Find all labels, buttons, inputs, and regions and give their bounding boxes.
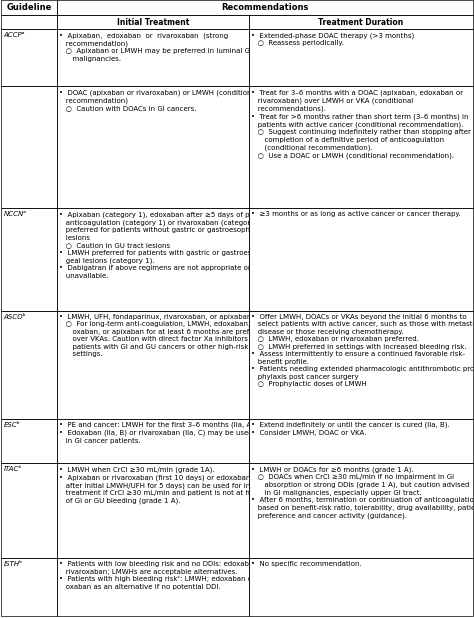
Bar xyxy=(57,464,249,558)
Text: Guideline: Guideline xyxy=(6,3,52,12)
Bar xyxy=(57,558,249,616)
Text: •  Patients with low bleeding risk and no DDIs: edoxaban or
   rivaroxaban; LMWH: • Patients with low bleeding risk and no… xyxy=(60,561,276,590)
Text: •  Extend indefinitely or until the cancer is cured (IIa, B).
•  Consider LMWH, : • Extend indefinitely or until the cance… xyxy=(252,421,450,436)
Text: ITACᵇ: ITACᵇ xyxy=(3,467,22,472)
Bar xyxy=(1,418,57,464)
Text: ACCPᵃ: ACCPᵃ xyxy=(3,32,25,38)
Text: ESCᵇ: ESCᵇ xyxy=(3,421,20,428)
Bar xyxy=(249,464,473,558)
Text: •  No specific recommendation.: • No specific recommendation. xyxy=(252,561,362,567)
Bar xyxy=(249,30,473,86)
Bar xyxy=(1,464,57,558)
Text: •  ≥3 months or as long as active cancer or cancer therapy.: • ≥3 months or as long as active cancer … xyxy=(252,211,461,218)
Text: •  LMWH, UFH, fondaparinux, rivaroxaban, or apixaban
   ○  For long-term anti-co: • LMWH, UFH, fondaparinux, rivaroxaban, … xyxy=(60,314,271,357)
Bar xyxy=(1,558,57,616)
Bar xyxy=(1,15,57,30)
Bar xyxy=(57,208,249,311)
Bar xyxy=(1,0,57,15)
Text: •  PE and cancer: LMWH for the first 3–6 months (IIa, A).
•  Edoxaban (IIa, B) o: • PE and cancer: LMWH for the first 3–6 … xyxy=(60,421,279,444)
Bar xyxy=(1,30,57,86)
Bar xyxy=(249,418,473,464)
Bar xyxy=(57,0,473,15)
Text: •  Treat for 3–6 months with a DOAC (apixaban, edoxaban or
   rivaroxaban) over : • Treat for 3–6 months with a DOAC (apix… xyxy=(252,89,471,159)
Text: •  Apixaban (category 1), edoxaban after ≥5 days of parenteral
   anticoagulatio: • Apixaban (category 1), edoxaban after … xyxy=(60,211,282,279)
Text: •  LMWH or DOACs for ≥6 months (grade 1 A).
   ○  DOACs when CrCl ≥30 mL/min if : • LMWH or DOACs for ≥6 months (grade 1 A… xyxy=(252,467,474,519)
Text: Recommendations: Recommendations xyxy=(221,3,309,12)
Bar xyxy=(249,86,473,208)
Text: •  DOAC (apixaban or rivaroxaban) or LMWH (conditional
   recommendation)
   ○  : • DOAC (apixaban or rivaroxaban) or LMWH… xyxy=(60,89,258,111)
Bar xyxy=(1,208,57,311)
Text: Initial Treatment: Initial Treatment xyxy=(117,18,189,27)
Text: NCCNᵃ: NCCNᵃ xyxy=(3,211,27,218)
Bar xyxy=(1,86,57,208)
Text: Treatment Duration: Treatment Duration xyxy=(319,18,404,27)
Text: ISTHᵇ: ISTHᵇ xyxy=(3,561,23,567)
Bar xyxy=(249,558,473,616)
Bar xyxy=(57,311,249,418)
Bar xyxy=(249,208,473,311)
Text: ASCOᵇ: ASCOᵇ xyxy=(3,314,26,320)
Bar xyxy=(57,86,249,208)
Text: •  Apixaban,  edoxaban  or  rivaroxaban  (strong
   recommendation)
   ○  Apixab: • Apixaban, edoxaban or rivaroxaban (str… xyxy=(60,32,253,62)
Text: •  LMWH when CrCl ≥30 mL/min (grade 1A).
•  Apixaban or rivaroxaban (first 10 da: • LMWH when CrCl ≥30 mL/min (grade 1A). … xyxy=(60,467,281,504)
Text: •  Offer LMWH, DOACs or VKAs beyond the initial 6 months to
   select patients w: • Offer LMWH, DOACs or VKAs beyond the i… xyxy=(252,314,474,387)
Bar xyxy=(249,15,473,30)
Bar xyxy=(57,15,249,30)
Bar xyxy=(57,30,249,86)
Bar xyxy=(57,418,249,464)
Bar xyxy=(1,311,57,418)
Bar xyxy=(249,311,473,418)
Text: •  Extended-phase DOAC therapy (>3 months)
   ○  Reassess periodically.: • Extended-phase DOAC therapy (>3 months… xyxy=(252,32,415,46)
